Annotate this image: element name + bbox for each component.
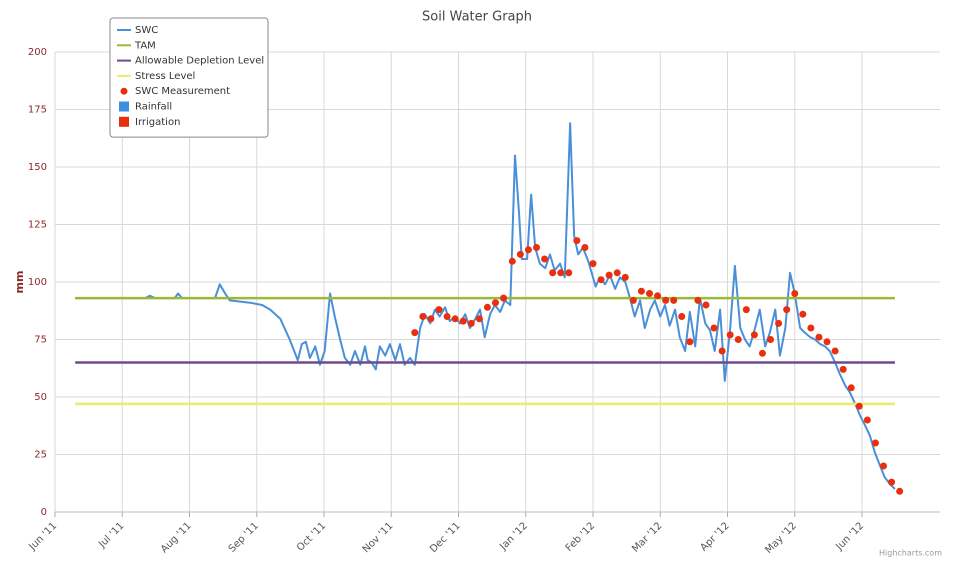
y-tick-label: 75 bbox=[34, 335, 47, 346]
measurement-point bbox=[742, 306, 750, 314]
y-tick-label: 50 bbox=[34, 392, 47, 403]
measurement-point bbox=[597, 276, 605, 284]
measurement-point bbox=[775, 319, 783, 327]
legend-box bbox=[109, 17, 269, 138]
measurement-point bbox=[718, 347, 726, 355]
measurement-point bbox=[662, 296, 670, 304]
measurement-point bbox=[758, 349, 766, 357]
y-axis-label: mm bbox=[13, 271, 26, 294]
measurement-point bbox=[589, 260, 597, 268]
measurement-point bbox=[637, 287, 645, 295]
credit: Highcharts.com bbox=[879, 549, 942, 558]
measurement-point bbox=[855, 402, 863, 410]
measurement-point bbox=[443, 313, 451, 320]
measurement-point bbox=[508, 257, 516, 265]
legend-label: Stress Level bbox=[135, 71, 195, 82]
measurement-point bbox=[686, 338, 694, 346]
measurement-point bbox=[654, 292, 662, 300]
measurement-point bbox=[702, 301, 710, 309]
measurement-point bbox=[549, 269, 557, 277]
measurement-point bbox=[467, 319, 475, 327]
legend-label: Rainfall bbox=[135, 102, 172, 113]
measurement-point bbox=[581, 244, 589, 251]
measurement-point bbox=[573, 237, 581, 245]
measurement-point bbox=[750, 331, 758, 339]
y-tick-label: 125 bbox=[28, 220, 47, 231]
measurement-point bbox=[726, 331, 734, 339]
measurement-point bbox=[557, 269, 565, 277]
measurement-point bbox=[767, 336, 775, 343]
measurement-point bbox=[500, 294, 508, 302]
measurement-point bbox=[629, 296, 637, 304]
measurement-point bbox=[670, 296, 678, 304]
measurement-point bbox=[807, 324, 815, 332]
measurement-point bbox=[863, 416, 871, 424]
measurement-point bbox=[483, 303, 491, 311]
measurement-point bbox=[694, 296, 702, 304]
measurement-point bbox=[411, 329, 419, 337]
measurement-point bbox=[815, 333, 823, 341]
y-tick-label: 100 bbox=[28, 277, 47, 288]
measurement-point bbox=[451, 315, 459, 323]
measurement-point bbox=[839, 365, 847, 373]
legend: SWC TAM Allowable Depletion Level Stress Le… bbox=[109, 17, 269, 138]
legend-symbol bbox=[120, 87, 128, 95]
legend-label: Allowable Depletion Level bbox=[135, 56, 264, 67]
measurement-point bbox=[541, 255, 549, 263]
measurement-point bbox=[427, 315, 435, 323]
legend-label: SWC bbox=[135, 25, 158, 36]
y-tick-label: 200 bbox=[28, 47, 47, 58]
measurement-point bbox=[799, 310, 807, 318]
y-tick-label: 150 bbox=[28, 162, 47, 173]
measurement-point bbox=[419, 313, 427, 320]
legend-label: SWC Measurement bbox=[135, 86, 230, 97]
measurement-point bbox=[613, 269, 621, 277]
measurement-point bbox=[791, 290, 799, 297]
measurement-point bbox=[783, 306, 791, 314]
legend-symbol bbox=[119, 101, 129, 112]
measurement-point bbox=[871, 439, 879, 447]
y-tick-label: 25 bbox=[34, 450, 47, 461]
measurement-point bbox=[847, 384, 855, 392]
measurement-point bbox=[678, 313, 686, 320]
measurement-point bbox=[896, 487, 904, 495]
measurement-point bbox=[524, 246, 532, 254]
measurement-point bbox=[710, 324, 718, 332]
chart-title: Soil Water Graph bbox=[422, 10, 532, 25]
measurement-point bbox=[888, 478, 896, 486]
measurement-point bbox=[734, 336, 742, 343]
measurement-point bbox=[880, 462, 888, 470]
legend-label: Irrigation bbox=[135, 117, 180, 128]
measurement-point bbox=[823, 338, 831, 346]
measurement-point bbox=[459, 317, 467, 325]
measurement-point bbox=[605, 271, 613, 279]
measurement-point bbox=[475, 315, 483, 323]
measurement-point bbox=[516, 250, 524, 258]
measurement-point bbox=[435, 306, 443, 314]
y-tick-label: 0 bbox=[41, 507, 47, 518]
legend-symbol bbox=[119, 116, 129, 127]
measurement-point bbox=[565, 269, 573, 277]
measurement-point bbox=[831, 347, 839, 355]
measurement-point bbox=[491, 299, 499, 307]
measurement-point bbox=[533, 244, 541, 251]
y-tick-label: 175 bbox=[28, 105, 47, 116]
measurement-point bbox=[621, 273, 629, 281]
measurement-point bbox=[645, 290, 653, 297]
legend-label: TAM bbox=[134, 40, 156, 51]
